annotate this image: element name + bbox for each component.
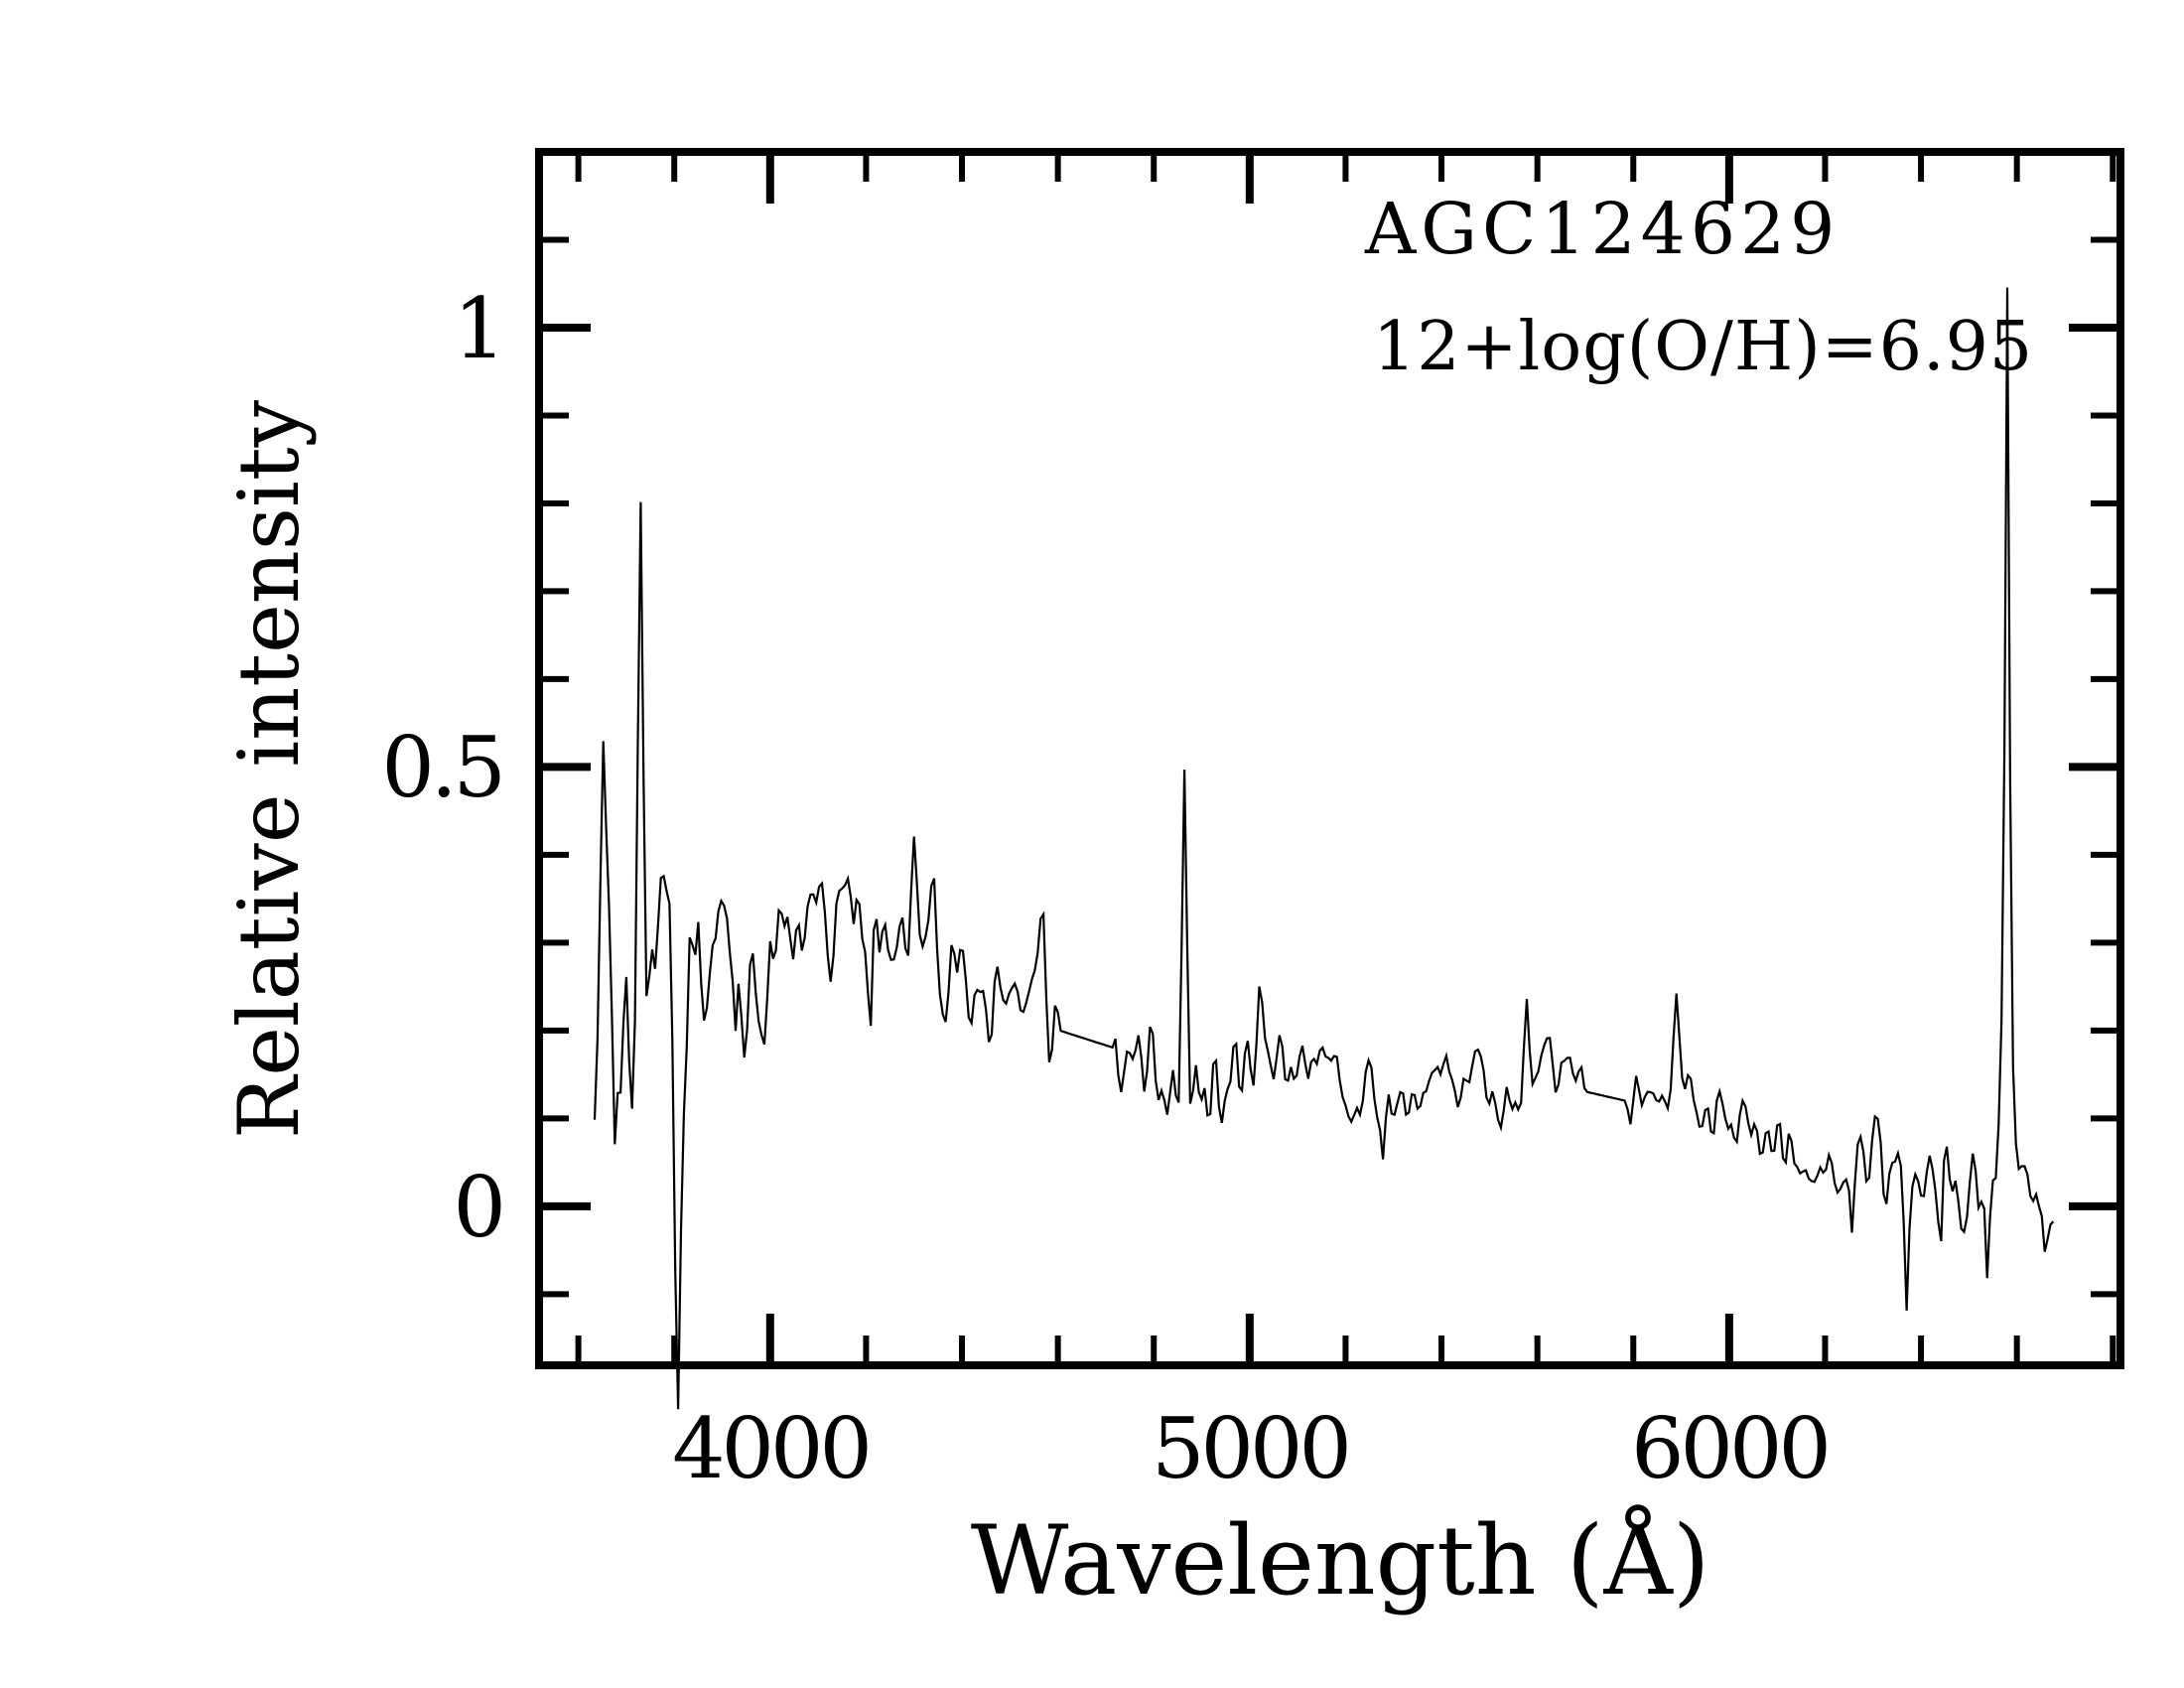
x-tick-label-5000: 5000 bbox=[1152, 1400, 1348, 1497]
x-axis-title: Wavelength (Å) bbox=[971, 1505, 1710, 1617]
spectrum-trace bbox=[593, 287, 2055, 1410]
y-tick-label-1: 1 bbox=[454, 280, 502, 377]
y-axis-title: Relative intensity bbox=[220, 399, 318, 1139]
object-name-annotation: AGC124629 bbox=[1364, 188, 1840, 270]
y-tick-label-0p5: 0.5 bbox=[381, 719, 502, 816]
y-tick-label-0: 0 bbox=[454, 1159, 502, 1256]
axis-ticks bbox=[539, 152, 2120, 1365]
metallicity-annotation: 12+log(O/H)=6.95 bbox=[1373, 308, 2033, 386]
x-tick-label-6000: 6000 bbox=[1631, 1400, 1828, 1497]
x-tick-label-4000: 4000 bbox=[672, 1400, 869, 1497]
plot-frame bbox=[535, 148, 2124, 1369]
